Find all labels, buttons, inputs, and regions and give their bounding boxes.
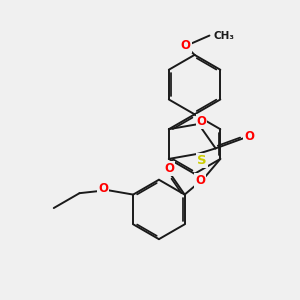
Text: CH₃: CH₃ [213,31,234,40]
Text: O: O [164,162,174,175]
Text: O: O [196,115,206,128]
Text: O: O [181,40,191,52]
Text: O: O [98,182,108,195]
Text: O: O [244,130,254,143]
Text: S: S [197,154,206,167]
Text: O: O [195,174,206,187]
